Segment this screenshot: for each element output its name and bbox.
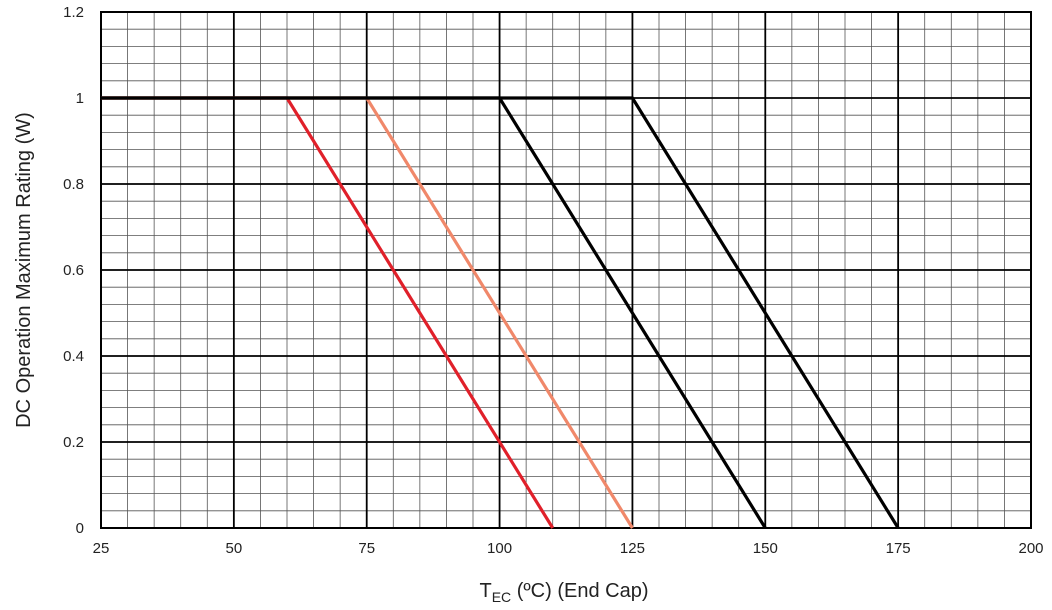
- y-tick-label: 0.8: [63, 176, 84, 193]
- y-tick-label: 0.6: [63, 262, 84, 279]
- x-tick-label: 125: [620, 540, 645, 557]
- y-tick-label: 1.2: [63, 4, 84, 21]
- x-tick-label: 200: [1018, 540, 1043, 557]
- series-lines: [101, 96, 900, 529]
- x-tick-label: 100: [487, 540, 512, 557]
- y-tick-label: 0.2: [63, 434, 84, 451]
- y-tick-label: 0: [76, 520, 84, 537]
- major-grid: [100, 11, 1032, 529]
- series-line-3: [101, 96, 767, 529]
- x-tick-label: 175: [886, 540, 911, 557]
- x-tick-labels: 25 50 75 100 125 150 175 200: [93, 540, 1044, 557]
- series-line-4: [101, 96, 900, 529]
- x-tick-label: 150: [753, 540, 778, 557]
- x-axis-title: TEC (ºC) (End Cap): [479, 580, 648, 605]
- x-tick-label: 25: [93, 540, 110, 557]
- series-line-1: [101, 96, 555, 529]
- y-tick-labels: 0 0.2 0.4 0.6 0.8 1 1.2: [63, 4, 84, 537]
- x-tick-label: 75: [358, 540, 375, 557]
- y-axis-title: DC Operation Maximum Rating (W): [13, 112, 35, 428]
- y-tick-label: 1: [76, 90, 84, 107]
- plot-frame: [100, 11, 1032, 529]
- y-tick-label: 0.4: [63, 348, 84, 365]
- x-tick-label: 50: [226, 540, 243, 557]
